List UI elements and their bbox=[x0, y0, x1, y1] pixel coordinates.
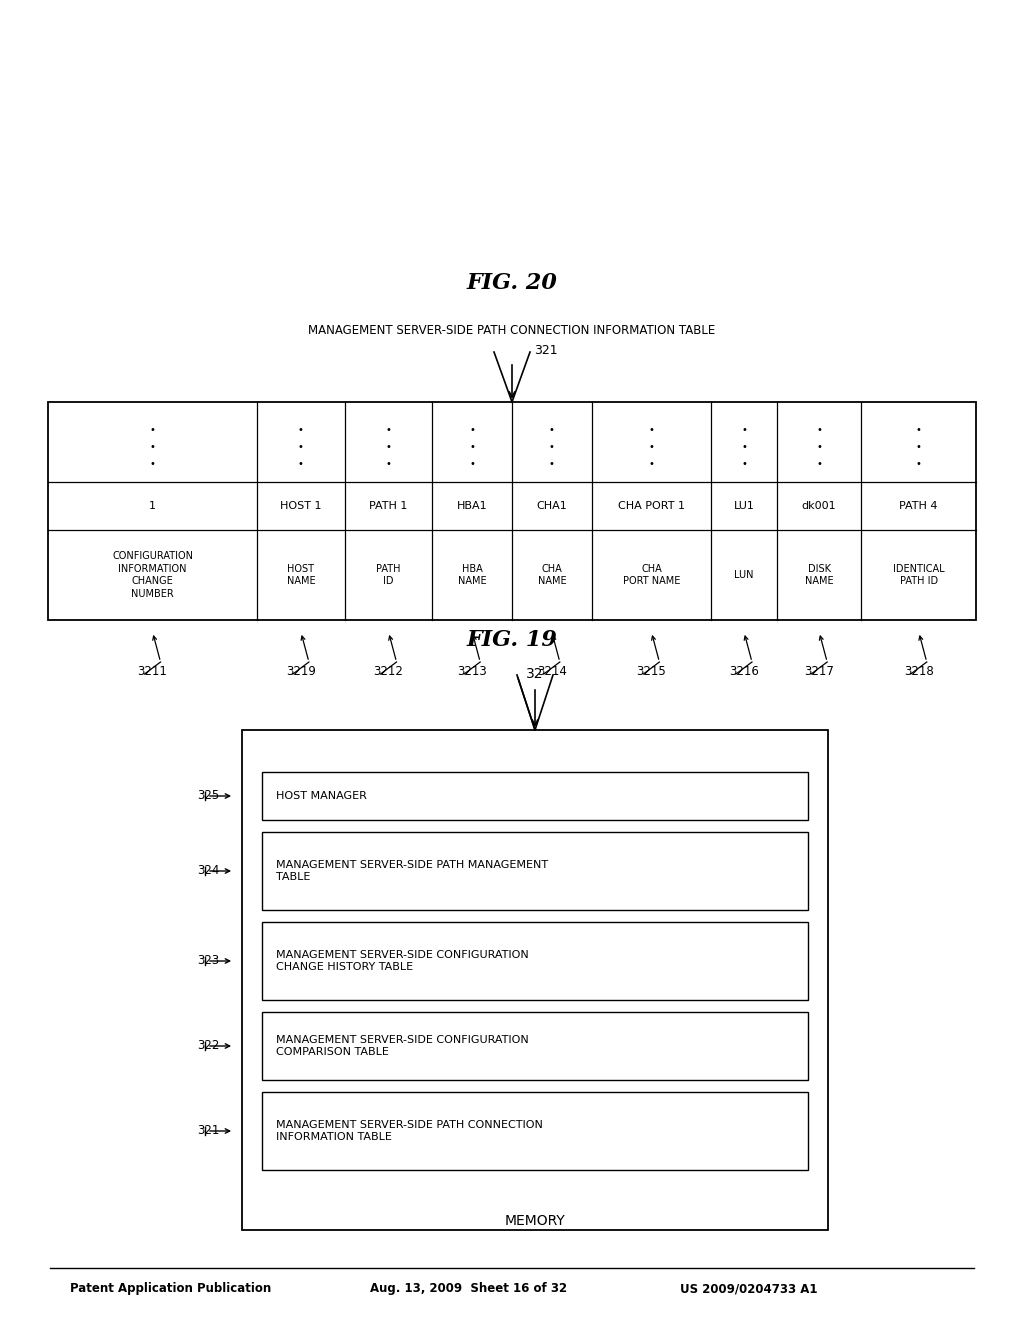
Text: 321: 321 bbox=[197, 1125, 219, 1137]
Text: •: • bbox=[150, 459, 156, 469]
Text: 3218: 3218 bbox=[904, 665, 934, 678]
Text: 3211: 3211 bbox=[137, 665, 168, 678]
Text: •: • bbox=[386, 459, 391, 469]
Text: •: • bbox=[915, 425, 922, 436]
Text: •: • bbox=[915, 459, 922, 469]
Text: •: • bbox=[741, 442, 746, 451]
Bar bbox=[48, 403, 976, 620]
Text: 323: 323 bbox=[197, 954, 219, 968]
Text: CHA
NAME: CHA NAME bbox=[538, 564, 566, 586]
Text: 32: 32 bbox=[526, 667, 544, 681]
Text: •: • bbox=[549, 425, 555, 436]
Bar bbox=[242, 730, 828, 1230]
Text: •: • bbox=[741, 425, 746, 436]
Text: •: • bbox=[816, 425, 822, 436]
Text: •: • bbox=[648, 459, 654, 469]
Text: MANAGEMENT SERVER-SIDE CONFIGURATION
CHANGE HISTORY TABLE: MANAGEMENT SERVER-SIDE CONFIGURATION CHA… bbox=[276, 950, 528, 972]
Text: MEMORY: MEMORY bbox=[505, 1214, 565, 1228]
Text: MANAGEMENT SERVER-SIDE PATH MANAGEMENT
TABLE: MANAGEMENT SERVER-SIDE PATH MANAGEMENT T… bbox=[276, 861, 548, 882]
Text: dk001: dk001 bbox=[802, 502, 837, 511]
Text: •: • bbox=[915, 442, 922, 451]
Text: 3215: 3215 bbox=[637, 665, 667, 678]
Text: •: • bbox=[386, 442, 391, 451]
Text: LUN: LUN bbox=[734, 570, 754, 579]
Text: CONFIGURATION
INFORMATION
CHANGE
NUMBER: CONFIGURATION INFORMATION CHANGE NUMBER bbox=[112, 552, 194, 598]
Text: 3217: 3217 bbox=[804, 665, 835, 678]
Text: •: • bbox=[816, 459, 822, 469]
Text: •: • bbox=[150, 442, 156, 451]
Text: HOST 1: HOST 1 bbox=[281, 502, 322, 511]
Text: FIG. 20: FIG. 20 bbox=[467, 272, 557, 294]
Text: US 2009/0204733 A1: US 2009/0204733 A1 bbox=[680, 1282, 817, 1295]
Bar bbox=[262, 1092, 808, 1170]
Text: •: • bbox=[549, 459, 555, 469]
Text: •: • bbox=[469, 459, 475, 469]
Text: 322: 322 bbox=[197, 1039, 219, 1052]
Text: 3219: 3219 bbox=[286, 665, 315, 678]
Text: 321: 321 bbox=[534, 345, 558, 356]
Text: •: • bbox=[648, 442, 654, 451]
Text: PATH
ID: PATH ID bbox=[376, 564, 400, 586]
Text: •: • bbox=[816, 442, 822, 451]
Text: MANAGEMENT SERVER-SIDE PATH CONNECTION INFORMATION TABLE: MANAGEMENT SERVER-SIDE PATH CONNECTION I… bbox=[308, 323, 716, 337]
Text: 3213: 3213 bbox=[458, 665, 487, 678]
Text: MANAGEMENT SERVER-SIDE PATH CONNECTION
INFORMATION TABLE: MANAGEMENT SERVER-SIDE PATH CONNECTION I… bbox=[276, 1121, 543, 1142]
Text: CHA PORT 1: CHA PORT 1 bbox=[617, 502, 685, 511]
Text: FIG. 19: FIG. 19 bbox=[467, 630, 557, 651]
Text: 325: 325 bbox=[197, 789, 219, 803]
Text: 1: 1 bbox=[150, 502, 156, 511]
Text: •: • bbox=[469, 425, 475, 436]
Text: 324: 324 bbox=[197, 865, 219, 876]
Text: CHA
PORT NAME: CHA PORT NAME bbox=[623, 564, 680, 586]
Text: CHA1: CHA1 bbox=[537, 502, 567, 511]
Text: •: • bbox=[150, 425, 156, 436]
Bar bbox=[262, 832, 808, 909]
Text: 3214: 3214 bbox=[537, 665, 566, 678]
Text: HOST MANAGER: HOST MANAGER bbox=[276, 791, 367, 801]
Text: •: • bbox=[549, 442, 555, 451]
Bar bbox=[262, 921, 808, 1001]
Text: •: • bbox=[741, 459, 746, 469]
Text: MANAGEMENT SERVER-SIDE CONFIGURATION
COMPARISON TABLE: MANAGEMENT SERVER-SIDE CONFIGURATION COM… bbox=[276, 1035, 528, 1057]
Bar bbox=[262, 1012, 808, 1080]
Text: •: • bbox=[298, 442, 304, 451]
Text: PATH 1: PATH 1 bbox=[370, 502, 408, 511]
Text: •: • bbox=[648, 425, 654, 436]
Text: •: • bbox=[298, 425, 304, 436]
Text: •: • bbox=[298, 459, 304, 469]
Text: LU1: LU1 bbox=[733, 502, 755, 511]
Text: IDENTICAL
PATH ID: IDENTICAL PATH ID bbox=[893, 564, 944, 586]
Text: DISK
NAME: DISK NAME bbox=[805, 564, 834, 586]
Bar bbox=[262, 772, 808, 820]
Text: HBA
NAME: HBA NAME bbox=[458, 564, 486, 586]
Text: •: • bbox=[469, 442, 475, 451]
Text: Patent Application Publication: Patent Application Publication bbox=[70, 1282, 271, 1295]
Text: PATH 4: PATH 4 bbox=[899, 502, 938, 511]
Text: HOST
NAME: HOST NAME bbox=[287, 564, 315, 586]
Text: 3212: 3212 bbox=[374, 665, 403, 678]
Text: •: • bbox=[386, 425, 391, 436]
Text: 3216: 3216 bbox=[729, 665, 759, 678]
Text: Aug. 13, 2009  Sheet 16 of 32: Aug. 13, 2009 Sheet 16 of 32 bbox=[370, 1282, 567, 1295]
Text: HBA1: HBA1 bbox=[457, 502, 487, 511]
